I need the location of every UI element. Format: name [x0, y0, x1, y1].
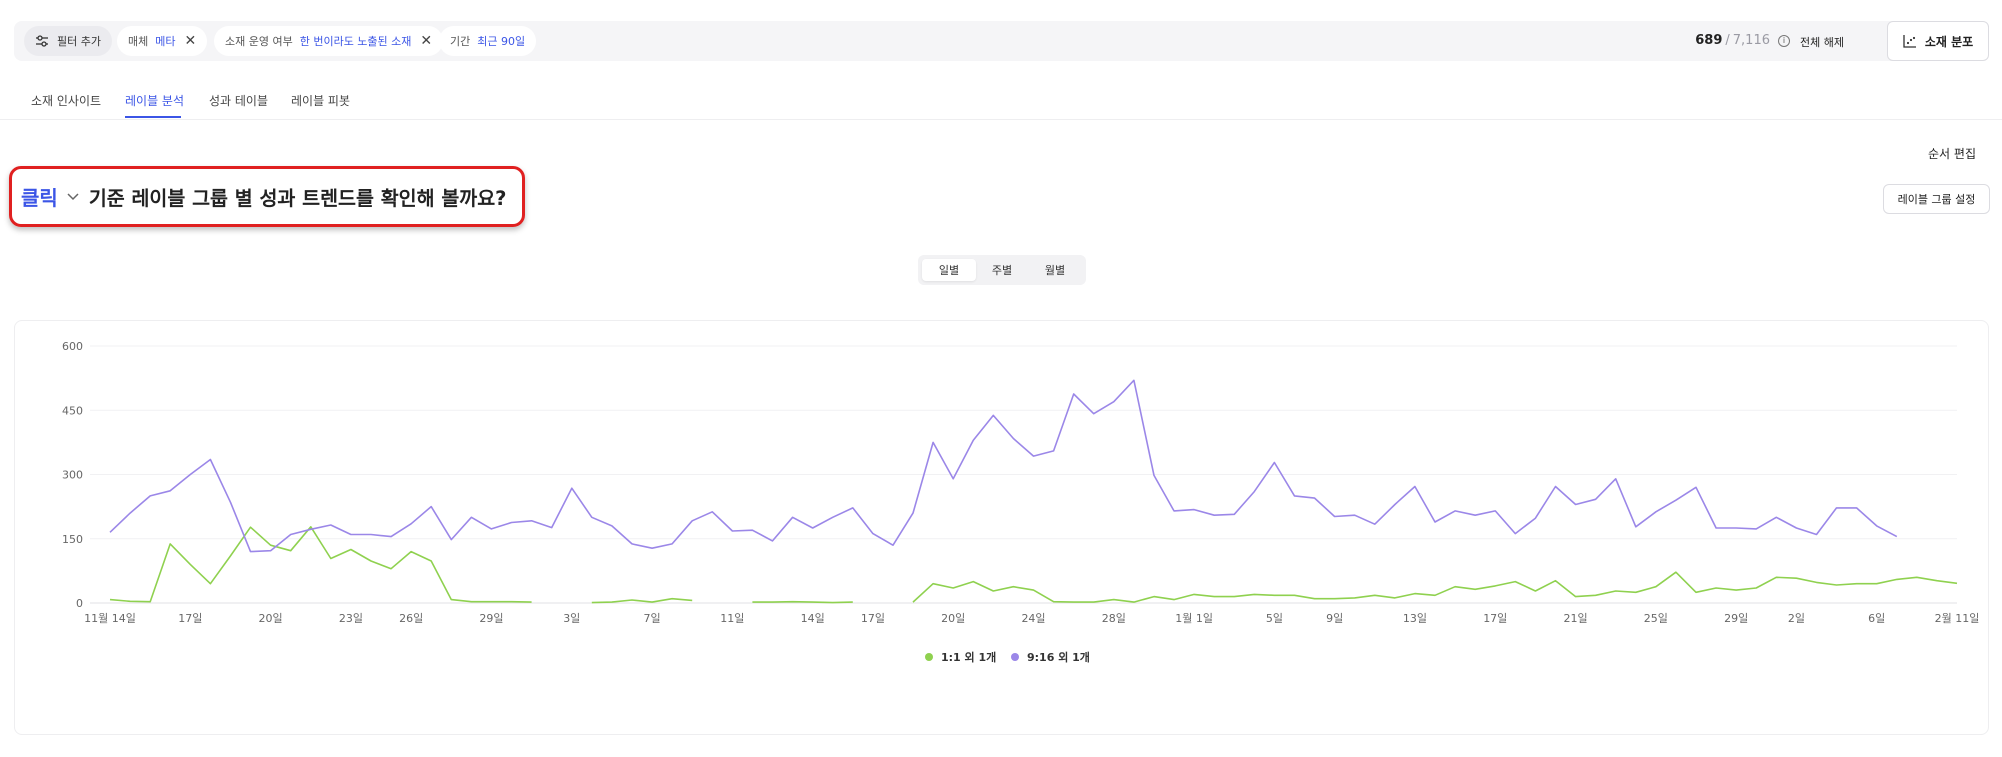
x-tick-label: 21일 — [1563, 611, 1587, 625]
selected-count: 689 — [1695, 33, 1723, 48]
legend-marker-2 — [1011, 653, 1019, 661]
series-line-2 — [109, 379, 1898, 553]
period-option-monthly[interactable]: 월별 — [1044, 264, 1066, 277]
headline: 클릭 기준 레이블 그룹 별 성과 트렌드를 확인해 볼까요? — [9, 166, 525, 227]
creative-distribution-button[interactable]: 소재 분포 — [1887, 21, 1989, 61]
x-tick-label: 1월 1일 — [1175, 611, 1213, 625]
y-tick-label: 150 — [62, 533, 83, 546]
x-tick-label: 29일 — [1724, 611, 1748, 625]
x-tick-label: 11월 14일 — [84, 611, 136, 625]
filter-chip-operation[interactable]: 소재 운영 여부 한 번이라도 노출된 소재 ✕ — [214, 26, 444, 56]
tab-label-analysis[interactable]: 레이블 분석 — [125, 94, 185, 108]
active-tab-indicator — [125, 116, 181, 118]
chevron-down-icon[interactable] — [67, 192, 79, 201]
creative-distribution-label: 소재 분포 — [1924, 34, 1974, 49]
x-tick-label: 17일 — [1483, 611, 1507, 625]
filter-chip-value: 한 번이라도 노출된 소재 — [299, 35, 412, 48]
tab-label-pivot[interactable]: 레이블 피봇 — [291, 94, 351, 108]
x-tick-label: 9일 — [1326, 611, 1343, 625]
x-tick-label: 11일 — [720, 611, 744, 625]
filter-chip-value: 메타 — [155, 35, 176, 48]
count-separator: / — [1725, 33, 1730, 48]
label-group-settings-button[interactable]: 레이블 그룹 설정 — [1883, 184, 1990, 214]
x-tick-label: 25일 — [1644, 611, 1668, 625]
period-toggle: 일별 주별 월별 — [918, 255, 1086, 285]
filter-bar: 필터 추가 매체 메타 ✕ 소재 운영 여부 한 번이라도 노출된 소재 ✕ 기… — [14, 21, 1986, 61]
filter-chip-media[interactable]: 매체 메타 ✕ — [117, 26, 208, 56]
filter-chip-key: 매체 — [128, 35, 149, 48]
legend-marker-1 — [925, 653, 933, 661]
x-tick-label: 7일 — [643, 611, 660, 625]
period-option-weekly[interactable]: 주별 — [991, 264, 1013, 277]
x-tick-label: 2월 11일 — [1935, 611, 1980, 625]
x-tick-label: 24일 — [1021, 611, 1045, 625]
add-filter-button[interactable]: 필터 추가 — [24, 26, 112, 56]
trend-line-chart: 0 150 300 450 600 11월 14일 17일 20일 23일 26일 29일 3일 7일 1… — [62, 340, 1980, 664]
info-icon[interactable]: i — [1778, 34, 1790, 47]
x-tick-label: 20일 — [259, 611, 283, 625]
y-tick-label: 0 — [76, 597, 83, 610]
legend-label-2: 9:16 외 1개 — [1027, 650, 1090, 664]
tab-performance-table[interactable]: 성과 테이블 — [209, 94, 269, 108]
x-tick-label: 20일 — [941, 611, 965, 625]
x-tick-label: 14일 — [801, 611, 825, 625]
filter-chip-value: 최근 90일 — [477, 35, 526, 48]
creative-count: 689 / 7,116 i — [1695, 33, 1790, 48]
close-icon[interactable]: ✕ — [184, 33, 197, 49]
scatter-chart-icon — [1903, 35, 1916, 48]
total-count: 7,116 — [1732, 33, 1770, 48]
close-icon[interactable]: ✕ — [420, 33, 433, 49]
y-tick-label: 450 — [62, 404, 83, 417]
series-line-1 — [109, 526, 1958, 604]
x-tick-label: 23일 — [339, 611, 363, 625]
filter-chip-period[interactable]: 기간 최근 90일 — [439, 26, 537, 56]
legend-label-1: 1:1 외 1개 — [941, 650, 996, 664]
x-tick-label: 17일 — [861, 611, 885, 625]
x-tick-label: 28일 — [1102, 611, 1126, 625]
filter-chip-key: 소재 운영 여부 — [225, 35, 293, 48]
clear-all-button[interactable]: 전체 해제 — [1800, 36, 1844, 49]
chart-card: 0 150 300 450 600 11월 14일 17일 20일 23일 26일 29일 3일 7일 1… — [14, 320, 1989, 735]
x-tick-label: 29일 — [479, 611, 503, 625]
x-tick-label: 6일 — [1868, 611, 1885, 625]
add-filter-label: 필터 추가 — [57, 35, 101, 48]
filter-sliders-icon — [36, 35, 48, 47]
headline-text: 기준 레이블 그룹 별 성과 트렌드를 확인해 볼까요? — [88, 187, 507, 210]
y-tick-label: 600 — [62, 340, 83, 353]
x-tick-label: 26일 — [399, 611, 423, 625]
x-tick-label: 5일 — [1266, 611, 1283, 625]
y-tick-label: 300 — [62, 469, 83, 482]
order-edit-button[interactable]: 순서 편집 — [1928, 147, 1976, 161]
x-tick-label: 3일 — [563, 611, 580, 625]
metric-selector[interactable]: 클릭 — [21, 186, 58, 210]
period-option-daily[interactable]: 일별 — [922, 259, 976, 281]
x-tick-label: 2일 — [1788, 611, 1805, 625]
x-tick-label: 17일 — [178, 611, 202, 625]
filter-chip-key: 기간 — [450, 35, 471, 48]
tab-creative-insight[interactable]: 소재 인사이트 — [31, 94, 102, 108]
divider — [0, 119, 2002, 120]
x-tick-label: 13일 — [1403, 611, 1427, 625]
